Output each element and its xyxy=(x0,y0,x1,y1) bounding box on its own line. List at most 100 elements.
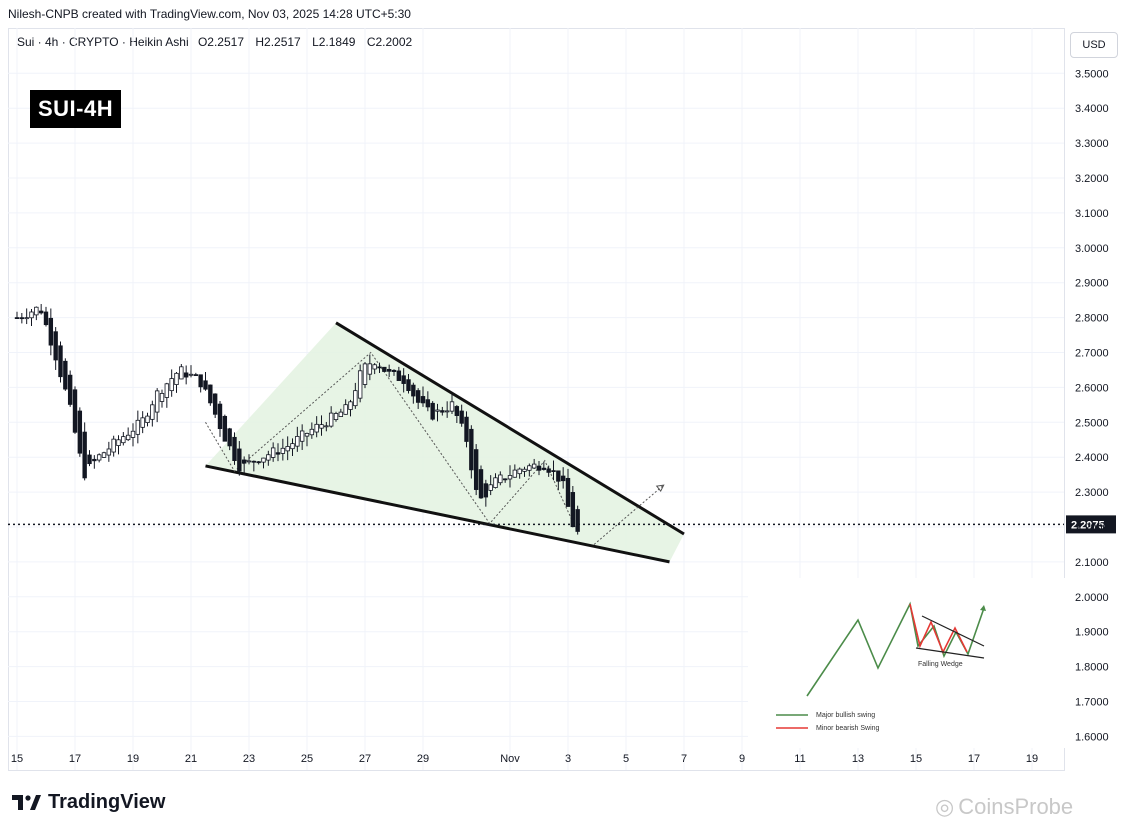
candle-body xyxy=(232,436,237,461)
wedge-upper-trendline xyxy=(335,321,685,536)
x-axis: 15 17 19 21 23 25 27 29 Nov 3 5 7 9 11 13 15 17 19 xyxy=(11,753,1038,765)
tradingview-logo-text: TradingView xyxy=(48,791,166,813)
candle-body xyxy=(469,428,474,471)
candle-body xyxy=(246,460,252,463)
y-tick-label: 2.1000 xyxy=(1075,557,1109,569)
wedge-lower-trendline xyxy=(205,464,670,564)
ohlc-open: O2.2517 xyxy=(197,35,245,49)
candle-body xyxy=(560,475,566,482)
candle-body xyxy=(63,360,68,390)
candle-body xyxy=(401,375,406,384)
candle-body xyxy=(377,366,382,369)
candle-body xyxy=(425,399,431,408)
candle-body xyxy=(546,468,551,473)
candle-body xyxy=(92,458,97,462)
candle-body xyxy=(502,478,508,481)
y-tick-label: 1.9000 xyxy=(1075,627,1109,639)
x-tick-label: 17 xyxy=(968,753,980,765)
candle-body xyxy=(295,436,300,447)
candle-body xyxy=(565,477,571,507)
candle-body xyxy=(48,317,54,346)
y-tick-label: 2.3000 xyxy=(1075,487,1109,499)
x-tick-label: 15 xyxy=(11,753,23,765)
candle-body xyxy=(541,467,547,470)
x-tick-label: 3 xyxy=(565,753,571,765)
candle-body xyxy=(58,345,63,378)
candle-body xyxy=(406,379,411,391)
candle-body xyxy=(348,401,353,410)
current-price-level: 2.2075 xyxy=(8,515,1116,534)
y-tick-label: 3.0000 xyxy=(1075,243,1109,255)
candle-body xyxy=(19,317,25,320)
candle-body xyxy=(420,396,426,404)
inset-major-swing xyxy=(806,601,985,697)
candle-body xyxy=(285,446,290,452)
legend-major-label: Major bullish swing xyxy=(816,712,875,719)
candle-body xyxy=(415,390,421,403)
x-tick-label: 13 xyxy=(852,753,864,765)
candle-body xyxy=(217,403,223,430)
y-tick-label: 2.5000 xyxy=(1075,417,1109,429)
candle-body xyxy=(241,459,247,464)
candle-body xyxy=(464,416,469,442)
candle-body xyxy=(324,425,329,428)
tradingview-logo[interactable]: TradingView xyxy=(12,791,165,814)
candle-body xyxy=(237,448,242,472)
candle-body xyxy=(130,430,136,438)
candle-body xyxy=(125,434,131,441)
candle-body xyxy=(106,448,112,456)
y-tick-label: 3.5000 xyxy=(1075,68,1109,80)
candle-body xyxy=(251,460,257,463)
candles xyxy=(14,304,580,535)
x-tick-label: Nov xyxy=(500,753,520,765)
candle-body xyxy=(386,368,392,372)
candle-body xyxy=(319,424,324,429)
y-axis: 3.5000 3.4000 3.3000 3.2000 3.1000 3.0000 2.90… xyxy=(1075,68,1109,743)
candle-body xyxy=(309,428,315,436)
ohlc-low: L2.1849 xyxy=(312,35,356,49)
candle-body xyxy=(570,492,576,528)
candle-body xyxy=(135,419,141,435)
candle-body xyxy=(440,410,445,413)
y-tick-label: 3.2000 xyxy=(1075,173,1109,185)
candle-body xyxy=(527,465,532,471)
candle-body xyxy=(208,384,213,404)
candle-body xyxy=(53,331,58,361)
y-tick-label: 2.2000 xyxy=(1075,522,1109,534)
inset-pattern-label: Falling Wedge xyxy=(918,661,963,668)
candle-body xyxy=(536,465,542,471)
y-tick-label: 1.6000 xyxy=(1075,731,1109,743)
symbol-legend[interactable]: Sui · 4h · CRYPTO · Heikin Ashi O2.2517 … xyxy=(17,35,420,49)
y-tick-label: 3.4000 xyxy=(1075,103,1109,115)
candle-body xyxy=(270,447,276,458)
x-tick-label: 15 xyxy=(910,753,922,765)
y-tick-label: 2.6000 xyxy=(1075,382,1109,394)
candle-body xyxy=(304,432,310,437)
candle-body xyxy=(227,428,232,447)
candle-body xyxy=(203,380,208,390)
candle-body xyxy=(556,470,561,482)
candle-body xyxy=(333,413,339,421)
x-tick-label: 27 xyxy=(359,753,371,765)
ohlc-high: H2.2517 xyxy=(255,35,301,49)
y-tick-label: 1.8000 xyxy=(1075,662,1109,674)
candle-body xyxy=(174,372,179,385)
candle-body xyxy=(169,378,174,392)
projection-arrow-icon xyxy=(655,484,665,493)
candle-body xyxy=(193,374,199,377)
candle-body xyxy=(43,311,49,326)
current-price-tag xyxy=(1066,515,1116,534)
currency-selector[interactable]: USD xyxy=(1070,32,1118,58)
candle-body xyxy=(198,374,203,388)
inset-wedge-lower xyxy=(915,647,985,659)
candle-body xyxy=(121,436,126,444)
candle-body xyxy=(435,409,440,412)
watermark: ◎ CoinsProbe xyxy=(935,794,1073,820)
x-tick-label: 7 xyxy=(681,753,687,765)
candle-body xyxy=(77,410,83,454)
candle-body xyxy=(72,389,78,433)
symbol-badge: SUI-4H xyxy=(30,90,122,128)
candle-body xyxy=(478,469,484,499)
candle-body xyxy=(575,509,580,532)
